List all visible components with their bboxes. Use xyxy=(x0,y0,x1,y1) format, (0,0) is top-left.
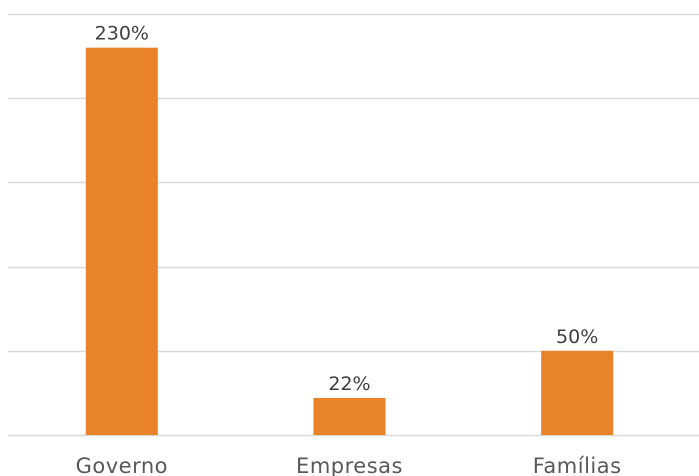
data-labels: 230% 22% 50% xyxy=(95,23,599,395)
category-labels: Governo Empresas Famílias xyxy=(76,454,622,476)
data-label-empresas: 22% xyxy=(328,373,370,395)
bar-famílias xyxy=(541,350,614,435)
bar-empresas xyxy=(313,397,386,435)
category-label-empresas: Empresas xyxy=(296,454,403,476)
data-label-governo: 230% xyxy=(95,23,149,45)
bars xyxy=(85,47,614,436)
data-label-famílias: 50% xyxy=(556,326,598,348)
category-label-famílias: Famílias xyxy=(533,454,622,476)
bar-governo xyxy=(85,47,158,436)
category-label-governo: Governo xyxy=(76,454,168,476)
